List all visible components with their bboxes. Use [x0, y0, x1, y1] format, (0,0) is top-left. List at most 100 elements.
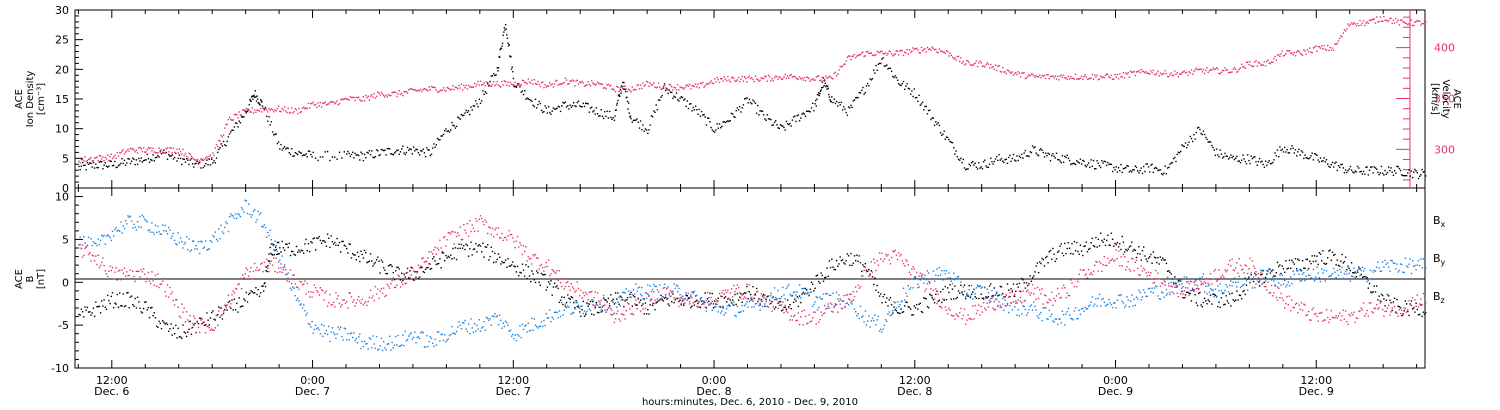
by-point [1327, 278, 1329, 280]
velocity-point [1064, 77, 1066, 79]
bx-point [1336, 259, 1338, 261]
velocity-point [1088, 78, 1090, 80]
bx-point [809, 288, 811, 290]
bx-point [827, 275, 829, 277]
density-point [1025, 155, 1028, 157]
bx-point [283, 249, 286, 251]
by-point [844, 306, 846, 309]
density-point [804, 115, 807, 117]
bx-point [1269, 272, 1272, 274]
by-point [698, 301, 700, 303]
density-point [1141, 172, 1144, 175]
by-point [1060, 322, 1062, 324]
velocity-point [1131, 71, 1133, 73]
velocity-point [608, 85, 611, 87]
bx-point [723, 297, 725, 299]
density-point [129, 162, 132, 165]
by-point [445, 341, 447, 343]
bx-point [1235, 299, 1237, 301]
density-point [960, 157, 962, 160]
velocity-point [665, 87, 667, 89]
density-point [173, 156, 176, 159]
bx-point [622, 299, 624, 301]
by-point [138, 226, 140, 228]
density-point [225, 145, 227, 147]
by-point [1236, 286, 1238, 288]
velocity-point [982, 65, 985, 67]
velocity-point [610, 84, 612, 86]
by-point [183, 243, 185, 245]
velocity-point [881, 50, 883, 53]
velocity-point [1291, 52, 1293, 54]
by-point [219, 237, 221, 240]
bx-point [1101, 239, 1103, 242]
density-point [224, 144, 226, 146]
velocity-point [243, 109, 245, 111]
bx-point [200, 317, 202, 320]
density-point [861, 89, 863, 92]
velocity-point [157, 152, 159, 154]
velocity-point [184, 153, 187, 155]
density-point [651, 116, 654, 118]
by-point [1294, 278, 1297, 281]
bx-point [573, 301, 575, 304]
velocity-point [730, 77, 733, 79]
velocity-point [173, 151, 176, 153]
velocity-point [515, 85, 518, 87]
bx-point [199, 317, 201, 319]
bz-point [78, 244, 80, 246]
by-point [520, 336, 522, 339]
bx-point [1409, 303, 1411, 305]
by-point [721, 310, 723, 312]
by-point [447, 338, 449, 340]
density-point [1203, 133, 1206, 136]
density-point [1347, 169, 1349, 172]
velocity-point [263, 109, 265, 112]
bz-point [171, 291, 173, 293]
velocity-point [1152, 69, 1154, 72]
by-point [396, 344, 398, 346]
by-point [760, 300, 762, 303]
density-point [748, 98, 751, 101]
velocity-point [765, 75, 767, 78]
bx-point [932, 298, 935, 301]
velocity-point [671, 86, 673, 88]
density-point [974, 162, 976, 164]
by-point [214, 231, 216, 233]
velocity-point [1074, 73, 1077, 76]
density-point [97, 167, 99, 169]
density-point [440, 135, 442, 137]
density-point [801, 113, 803, 115]
bx-point [1151, 262, 1153, 264]
density-point [626, 100, 629, 103]
by-point [959, 278, 961, 280]
bx-point [531, 270, 533, 272]
velocity-point [899, 50, 901, 52]
density-point [1267, 161, 1269, 164]
velocity-point [888, 50, 890, 52]
bx-point [661, 299, 663, 301]
density-point [170, 155, 172, 157]
velocity-point [358, 96, 360, 98]
bz-point [201, 318, 203, 320]
velocity-point [524, 81, 526, 84]
velocity-point [962, 60, 964, 63]
density-point [1134, 165, 1136, 167]
velocity-point [430, 85, 433, 88]
density-point [1312, 159, 1315, 161]
density-point [1275, 155, 1277, 157]
velocity-point [169, 146, 171, 149]
bx-point [626, 296, 629, 299]
velocity-point [140, 148, 142, 150]
density-point [1175, 160, 1177, 163]
bx-point [828, 260, 831, 262]
velocity-point [704, 85, 706, 87]
by-point [1046, 318, 1048, 320]
by-point [976, 285, 979, 287]
velocity-point [355, 96, 357, 99]
density-point [1100, 166, 1102, 169]
density-point [1172, 157, 1175, 160]
bx-point [1205, 300, 1207, 302]
by-point [1245, 280, 1248, 282]
